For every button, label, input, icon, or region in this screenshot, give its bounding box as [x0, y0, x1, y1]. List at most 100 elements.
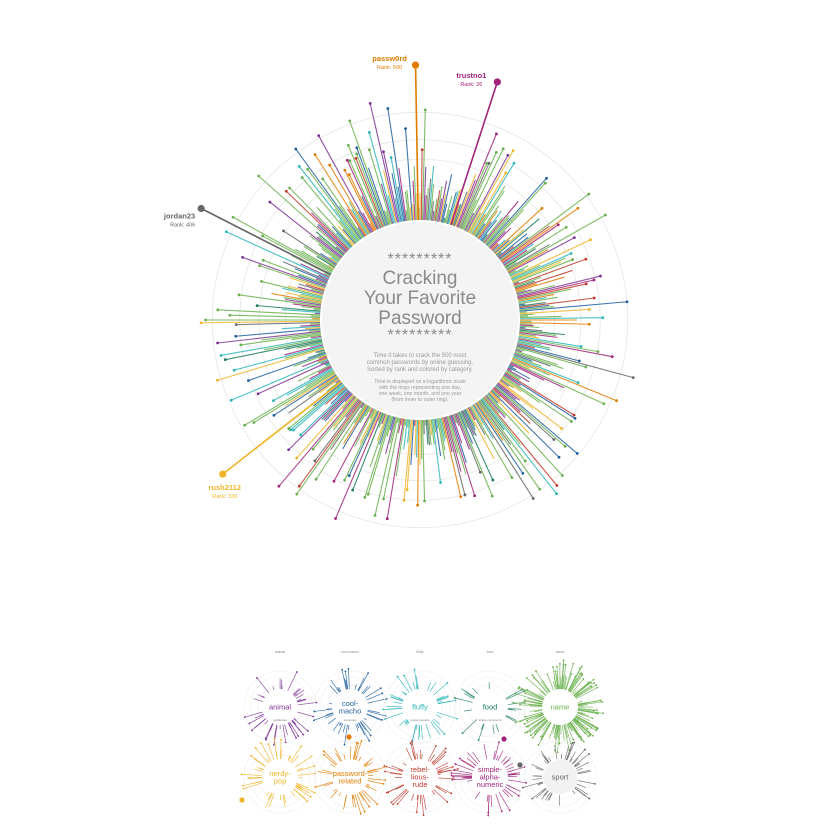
small-multiple-bar — [436, 765, 449, 771]
small-multiple-bar — [507, 707, 522, 710]
title-line-1: Cracking — [383, 268, 458, 289]
password-bar — [483, 396, 558, 486]
small-multiple-bar-tip — [584, 732, 587, 735]
password-bar — [447, 415, 467, 475]
small-multiple-bar-tip — [588, 797, 591, 800]
password-bar-tip — [232, 368, 236, 372]
password-bar — [457, 133, 497, 228]
password-bar — [510, 264, 541, 280]
password-bar — [335, 379, 341, 384]
password-bar — [230, 358, 329, 401]
small-multiple-bar-tip — [594, 782, 596, 785]
password-bar-tip — [563, 444, 567, 448]
password-bar — [519, 328, 543, 332]
small-multiple-bar-tip — [581, 674, 584, 676]
small-multiple-bar — [244, 711, 263, 718]
password-bar — [440, 174, 453, 223]
password-bar — [284, 344, 324, 356]
password-bar — [345, 399, 360, 418]
small-multiple-bar-tip — [523, 723, 526, 725]
small-multiple-bar — [383, 707, 403, 710]
small-multiple-bar — [323, 782, 334, 787]
small-multiple-bar-tip — [450, 792, 453, 795]
small-multiple-bar — [361, 790, 371, 803]
small-multiple-bar — [569, 758, 573, 763]
password-bar — [351, 208, 368, 236]
small-multiple-bar — [553, 681, 556, 690]
small-multiple-bar-tip — [360, 740, 363, 742]
password-bar — [307, 168, 361, 241]
password-bar — [357, 227, 365, 238]
password-bar-tip — [311, 447, 315, 451]
password-bar — [438, 180, 448, 222]
small-multiple-bar — [257, 766, 264, 771]
small-multiple-bar-tip — [444, 747, 447, 750]
small-multiple-bar — [562, 664, 567, 690]
small-multiple-bar — [431, 760, 435, 764]
small-multiple-bar — [569, 752, 576, 762]
password-bar-tip — [601, 316, 605, 320]
small-multiple-bar-tip — [323, 753, 325, 756]
password-bar — [301, 356, 328, 368]
small-multiple-bar — [540, 722, 551, 737]
password-bar — [425, 187, 429, 221]
small-multiple-bar — [530, 719, 548, 736]
password-bar — [244, 370, 335, 426]
password-bar — [509, 268, 525, 277]
small-multiple-bar — [533, 709, 543, 713]
small-multiple-bar — [543, 790, 549, 796]
small-multiple-bar-tip — [344, 670, 347, 673]
small-multiple-bar — [576, 712, 593, 719]
small-multiple-label: fluffy — [412, 703, 428, 712]
small-multiple-sport: sport — [521, 740, 597, 814]
small-multiple-bar — [545, 792, 551, 801]
password-bar — [362, 212, 374, 233]
password-bar — [451, 204, 460, 226]
small-multiple-bar — [454, 697, 473, 703]
small-multiple-bar — [569, 721, 582, 738]
small-multiple-bar — [548, 757, 552, 762]
password-bar-tip — [625, 300, 629, 304]
small-multiple-bar-tip — [382, 783, 385, 785]
password-bar-tip — [382, 150, 385, 154]
password-bar-tip — [576, 381, 580, 384]
small-multiple-bar — [451, 772, 473, 776]
password-bar — [316, 236, 343, 258]
password-bar — [367, 415, 393, 495]
small-multiple-bar — [495, 793, 503, 812]
password-bar — [458, 411, 474, 444]
small-multiple-bar — [542, 680, 551, 693]
small-multiple-bar — [454, 769, 473, 774]
password-bar — [519, 324, 534, 327]
small-multiple-bar — [338, 722, 342, 726]
small-multiple-bar — [330, 789, 339, 799]
password-bar-tip — [552, 438, 556, 441]
small-multiple-bar — [554, 745, 558, 760]
password-bar — [499, 193, 590, 261]
password-bar-tip — [355, 152, 359, 156]
password-bar — [282, 261, 329, 282]
small-multiple-bar — [564, 663, 574, 690]
password-bar-tip — [494, 150, 498, 154]
password-bar — [459, 411, 469, 429]
small-multiple-ring — [313, 740, 387, 814]
password-bar — [512, 261, 562, 283]
small-multiple-bar — [577, 709, 604, 714]
small-multiple-bar — [532, 720, 549, 738]
password-bar — [511, 257, 566, 282]
password-bar-tip — [610, 355, 614, 359]
password-bar-tip — [234, 323, 238, 327]
small-multiple-ring — [459, 676, 521, 738]
small-multiple-bar — [574, 763, 580, 768]
password-bar — [447, 190, 459, 225]
small-multiple-bar — [573, 718, 590, 733]
small-multiple-bar — [293, 688, 302, 696]
small-multiple-bar — [527, 717, 546, 733]
password-bar — [466, 154, 509, 233]
small-multiple-bar — [421, 794, 424, 816]
password-bar — [458, 163, 488, 229]
password-bar-tip — [268, 200, 272, 204]
password-bar — [335, 411, 382, 519]
password-bar — [398, 168, 407, 222]
password-bar-tip — [543, 181, 547, 185]
